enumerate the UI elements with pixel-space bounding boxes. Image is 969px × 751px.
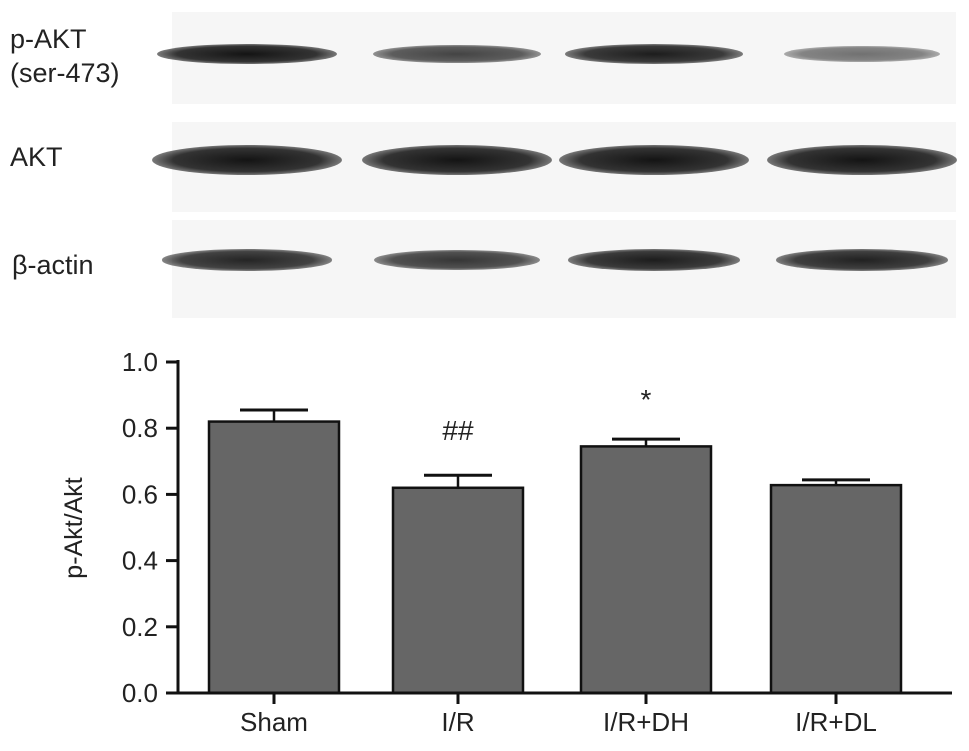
band-akt-lane-3 <box>559 145 749 175</box>
x-tick-label-2: I/R <box>441 707 474 737</box>
y-axis-title: p-Akt/Akt <box>60 477 88 578</box>
y-tick-label-3: 0.4 <box>122 546 158 576</box>
bar-4 <box>769 483 903 695</box>
y-tick-label-5: 0.8 <box>122 413 158 443</box>
band-akt-lane-1 <box>152 145 342 175</box>
blot-panel-p-akt <box>157 12 956 104</box>
band-beta-actin-lane-1 <box>161 249 333 271</box>
blot-label-beta-actin: β-actin <box>12 250 94 280</box>
bar-2 <box>391 486 525 695</box>
blot-label-p-akt-line2: (ser-473) <box>10 58 120 88</box>
blot-label-p-akt: p-AKT (ser-473) <box>10 22 120 90</box>
x-tick-label-4: I/R+DL <box>795 707 877 737</box>
blot-label-akt: AKT <box>10 142 63 172</box>
significance-label-3: * <box>641 384 652 415</box>
band-p-akt-lane-1 <box>157 44 337 64</box>
y-tick-label-6: 1.0 <box>122 347 158 377</box>
blot-panel-akt <box>152 122 957 212</box>
band-beta-actin-lane-4 <box>776 249 948 271</box>
band-p-akt-lane-3 <box>565 44 743 64</box>
band-akt-lane-2 <box>362 145 552 175</box>
x-tick-label-3: I/R+DH <box>603 707 689 737</box>
blot-label-p-akt-line1: p-AKT <box>10 24 87 54</box>
significance-label-2: ## <box>442 415 474 446</box>
blot-panel-beta-actin <box>161 220 956 318</box>
bar-3 <box>579 445 713 695</box>
y-tick-label-1: 0.0 <box>122 678 158 708</box>
x-tick-label-1: Sham <box>240 707 308 737</box>
bar-1 <box>207 420 341 695</box>
y-tick-label-2: 0.2 <box>122 612 158 642</box>
y-tick-label-4: 0.6 <box>122 479 158 509</box>
band-akt-lane-4 <box>767 145 957 175</box>
band-p-akt-lane-2 <box>373 44 541 64</box>
band-beta-actin-lane-3 <box>567 249 741 271</box>
band-p-akt-lane-4 <box>784 45 940 63</box>
band-beta-actin-lane-2 <box>373 249 541 271</box>
